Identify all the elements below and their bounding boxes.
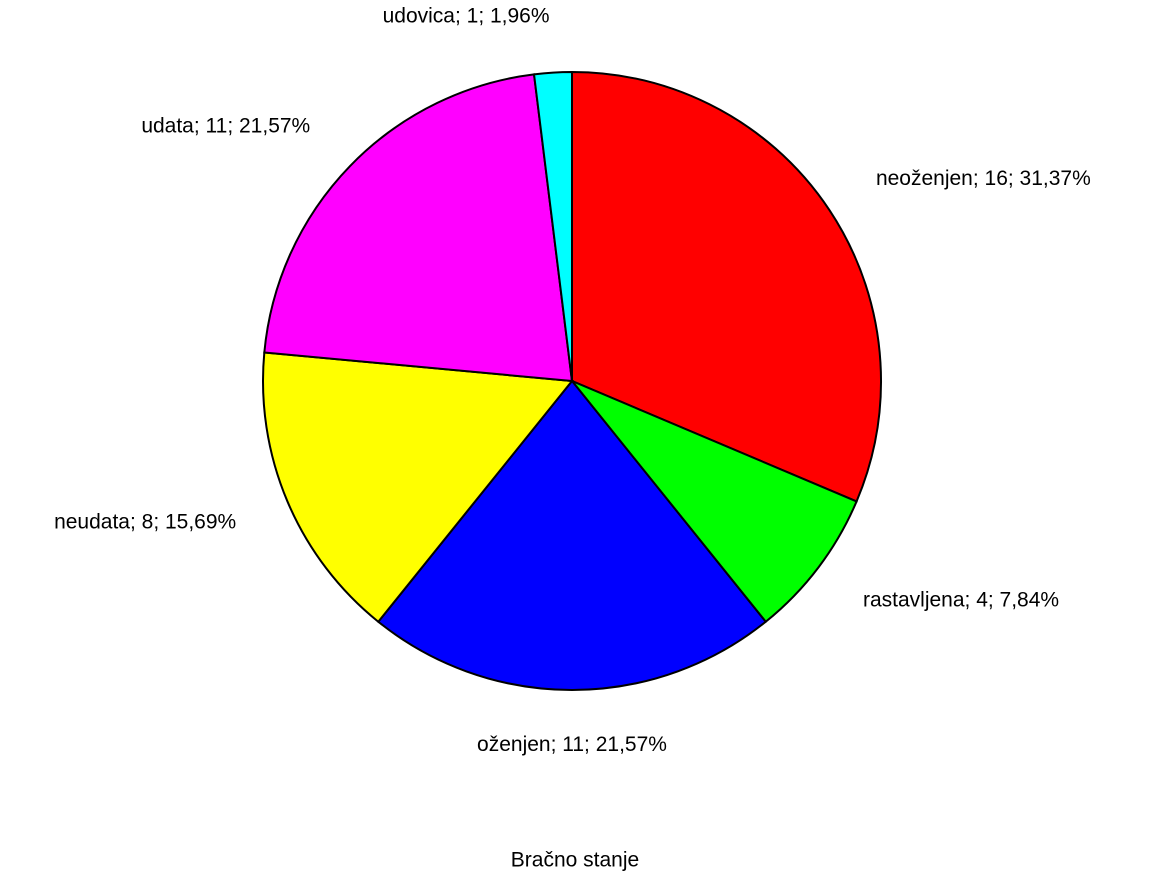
- pie-slice: [262, 351, 574, 624]
- pie-slice: [571, 70, 882, 503]
- slice-label: neudata; 8; 15,69%: [54, 511, 236, 534]
- slice-label: udata; 11; 21,57%: [141, 115, 310, 138]
- slice-label: neoženjen; 16; 31,37%: [876, 167, 1091, 190]
- slice-label: oženjen; 11; 21,57%: [477, 733, 667, 756]
- chart-title: Bračno stanje: [511, 849, 639, 872]
- pie-slice: [532, 70, 573, 382]
- pie-slice: [376, 379, 768, 691]
- slice-label: udovica; 1; 1,96%: [383, 5, 550, 28]
- slice-label: rastavljena; 4; 7,84%: [863, 588, 1059, 611]
- pie-slice: [571, 380, 858, 624]
- pie-slice: [263, 73, 574, 383]
